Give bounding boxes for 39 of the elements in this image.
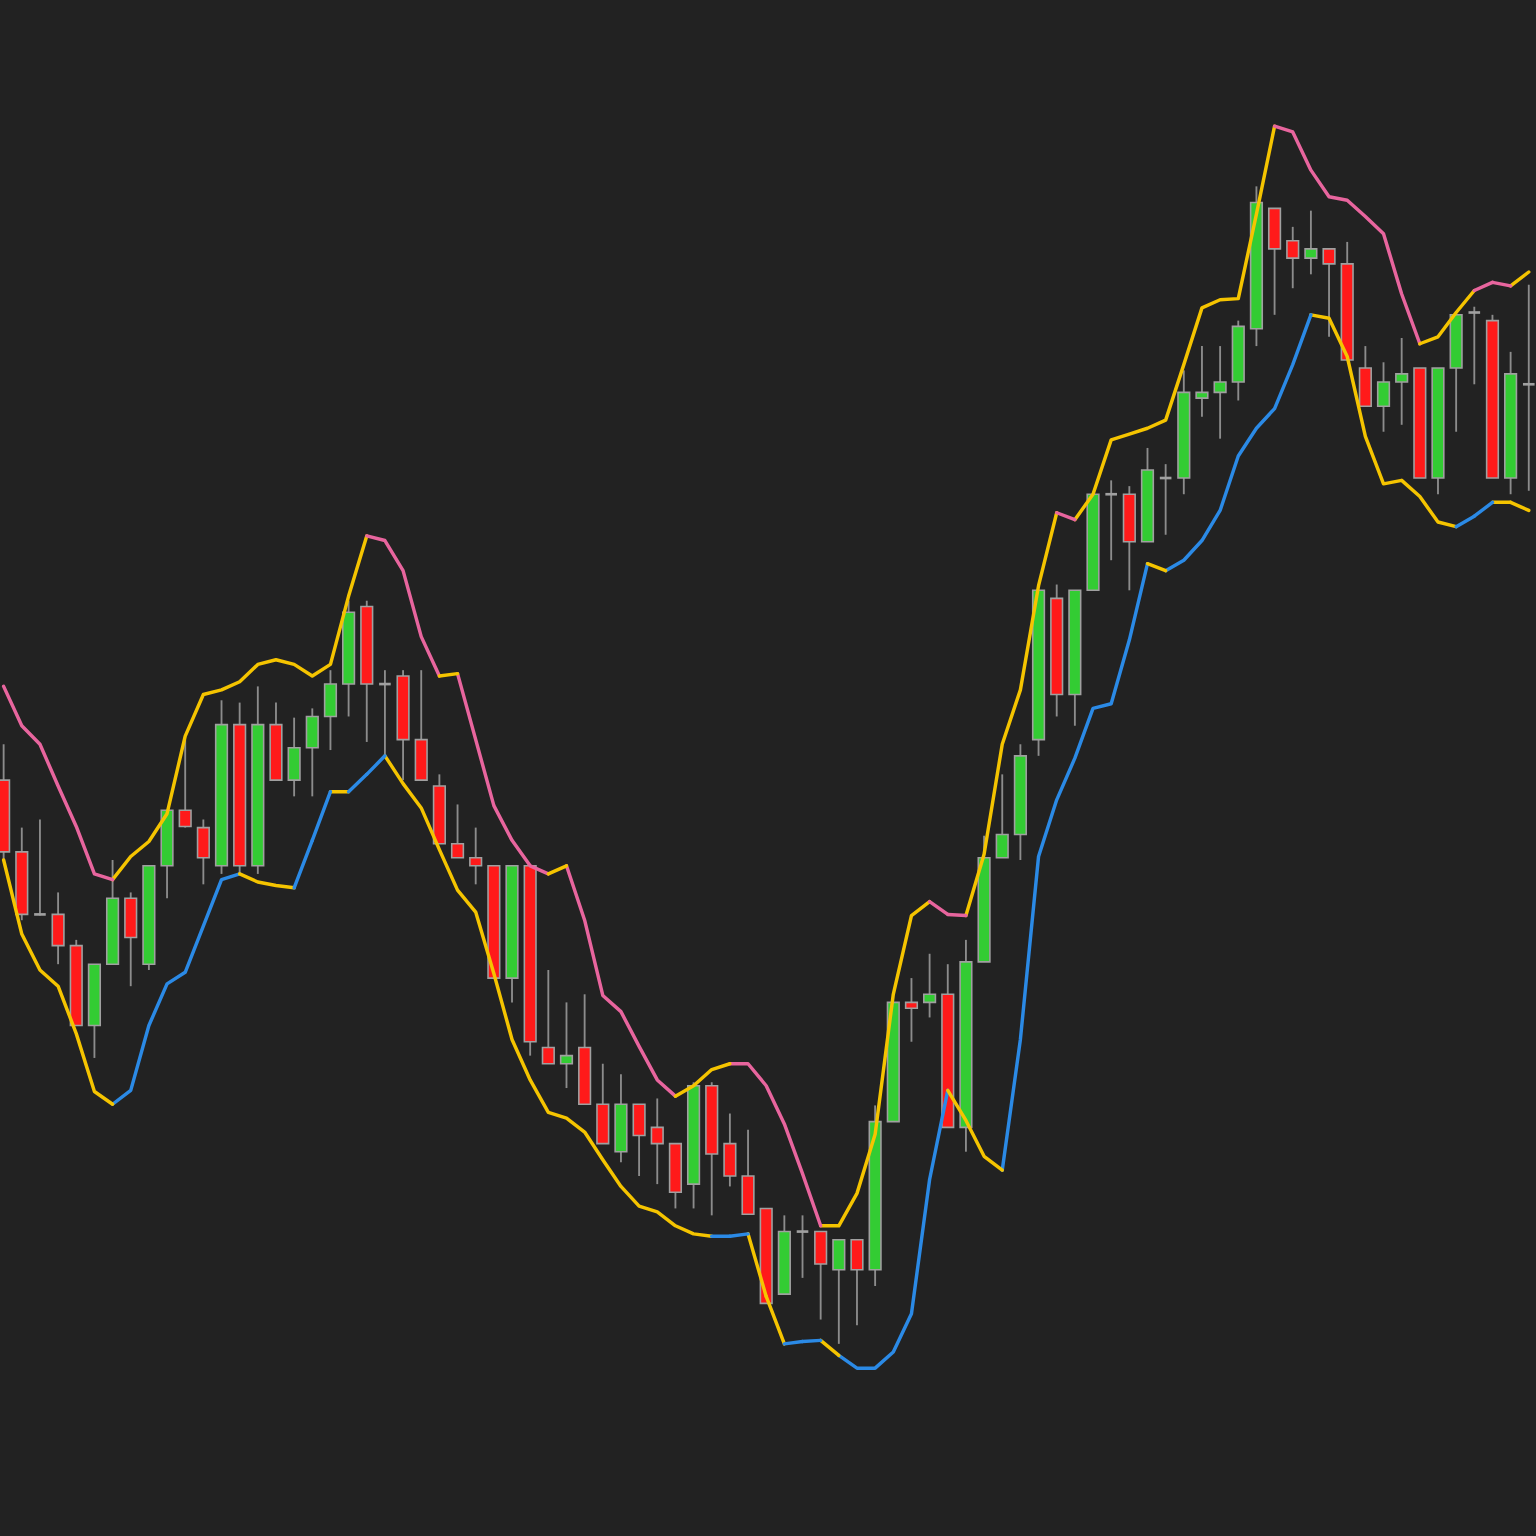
candlestick <box>469 826 483 886</box>
candlestick <box>795 1214 810 1279</box>
candlestick <box>305 707 319 798</box>
candlestick <box>1395 337 1409 426</box>
candlestick <box>1267 207 1282 316</box>
candlestick <box>32 818 48 917</box>
candlestick <box>923 952 937 1019</box>
candlestick <box>814 1230 828 1321</box>
candlestick <box>1358 345 1372 408</box>
candlestick <box>1322 247 1336 338</box>
candlestick <box>1304 209 1318 276</box>
candlestick <box>832 1238 846 1345</box>
candlestick <box>196 818 210 886</box>
candlestick <box>650 1097 664 1186</box>
candlestick <box>559 1001 574 1089</box>
candlestick <box>450 803 465 859</box>
candlestick <box>850 1238 864 1327</box>
candlestick <box>723 1112 737 1188</box>
candlestick <box>1104 479 1119 562</box>
candlestick <box>904 977 919 1043</box>
candlestick <box>541 969 555 1065</box>
candlestick <box>995 773 1009 859</box>
candlestick <box>741 1128 755 1216</box>
candlestick <box>1286 225 1300 290</box>
candlestick <box>414 669 428 782</box>
candlestick <box>1195 345 1209 418</box>
candlestick <box>1467 305 1482 386</box>
candlestick <box>124 891 138 988</box>
candlestick <box>51 891 65 966</box>
candlestick <box>632 1103 646 1177</box>
candlestick <box>614 1073 628 1164</box>
candlestick <box>1521 283 1536 492</box>
candlestick <box>287 716 301 798</box>
candlestick <box>1376 361 1391 433</box>
candlestick <box>178 738 192 829</box>
candlestick <box>323 669 338 751</box>
candlestick <box>1213 345 1227 440</box>
candlestick <box>596 1062 610 1145</box>
candlestick <box>1122 485 1136 592</box>
